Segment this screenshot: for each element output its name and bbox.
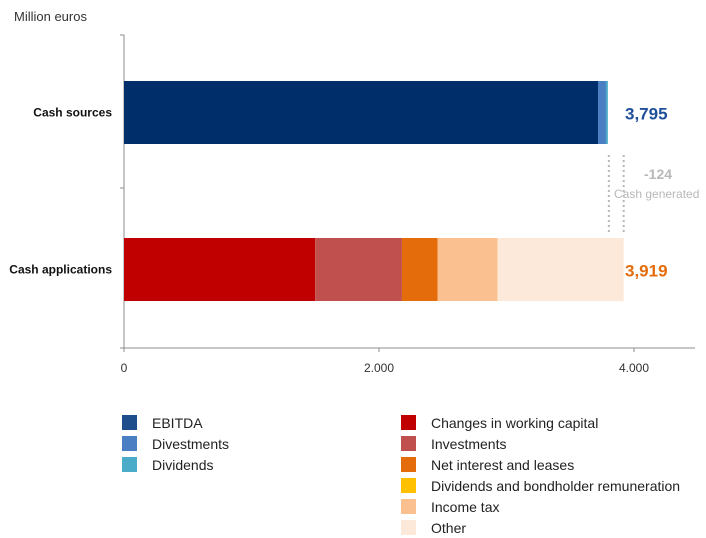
legend-swatch	[401, 478, 416, 493]
legend-swatch	[122, 436, 137, 451]
legend-label: Dividends and bondholder remuneration	[431, 477, 681, 494]
legend-item-net-interest: Net interest and leases	[401, 454, 680, 475]
legend-item-income-tax: Income tax	[401, 496, 680, 517]
legend-swatch	[401, 415, 416, 430]
legend-label: Investments	[431, 435, 507, 452]
legend-item-dividends-bondholder: Dividends and bondholder remuneration	[401, 475, 680, 496]
legend-item-dividends: Dividends	[122, 454, 229, 475]
legend-item-other: Other	[401, 517, 680, 538]
bar-segment	[401, 238, 438, 301]
legend-left: EBITDA Divestments Dividends	[122, 412, 229, 475]
legend-label: Other	[431, 519, 467, 536]
legend-swatch	[401, 499, 416, 514]
category-label: Cash sources	[33, 106, 112, 120]
bar-segment	[605, 81, 608, 144]
legend-label: EBITDA	[152, 414, 203, 431]
x-tick-label: 0	[121, 361, 128, 375]
legend-item-divestments: Divestments	[122, 433, 229, 454]
total-label: 3,919	[625, 262, 668, 281]
legend-swatch	[122, 457, 137, 472]
category-label: Cash applications	[9, 263, 112, 277]
bar-segment	[315, 238, 402, 301]
legend-label: Net interest and leases	[431, 456, 575, 473]
legend-swatch	[401, 520, 416, 535]
cash-flow-chart: 0 2.000 4.000 Cash sources Cash applications…	[9, 34, 699, 375]
legend-swatch	[122, 415, 137, 430]
bar-segment	[497, 238, 624, 301]
legend-right: Changes in working capital Investments N…	[401, 412, 680, 538]
legend-label: Changes in working capital	[431, 414, 599, 431]
unit-label: Million euros	[14, 9, 87, 24]
x-tick-label: 4.000	[619, 361, 649, 375]
legend-item-ebitda: EBITDA	[122, 412, 229, 433]
cash-generated-label: Cash generated	[614, 187, 699, 201]
bar-segment	[437, 238, 498, 301]
cash-generated-value: -124	[644, 166, 672, 182]
legend-item-working-capital: Changes in working capital	[401, 412, 680, 433]
legend-label: Income tax	[431, 498, 500, 515]
legend-label: Divestments	[152, 435, 230, 452]
bar-segment	[124, 81, 599, 144]
total-label: 3,795	[625, 105, 668, 124]
legend-item-investments: Investments	[401, 433, 680, 454]
x-tick-label: 2.000	[364, 361, 394, 375]
bar-segment	[124, 238, 316, 301]
legend-swatch	[401, 436, 416, 451]
bar-segment	[598, 81, 606, 144]
legend-label: Dividends	[152, 456, 214, 473]
legend-swatch	[401, 457, 416, 472]
